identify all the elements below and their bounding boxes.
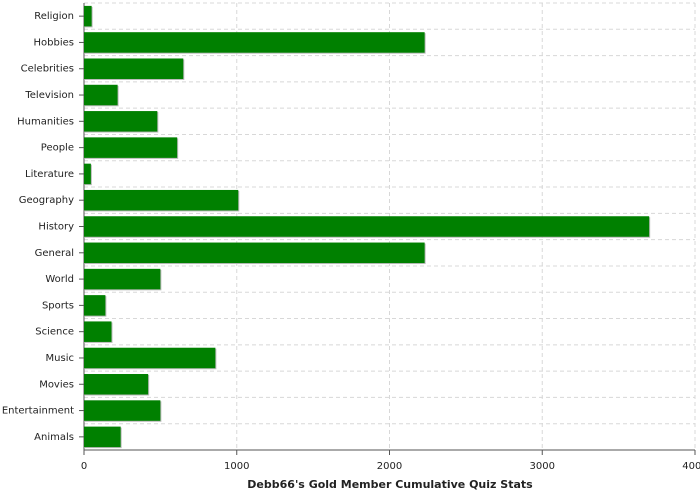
x-tick-label: 1000: [224, 461, 249, 472]
bar: [84, 111, 158, 132]
bar: [84, 189, 239, 211]
bar: [84, 268, 161, 290]
bar: [84, 137, 178, 158]
y-tick-label: Religion: [34, 11, 74, 22]
y-tick-label: Literature: [25, 169, 74, 180]
y-tick-label: General: [35, 248, 74, 259]
x-tick-label: 0: [81, 461, 87, 472]
bar: [84, 216, 650, 237]
y-tick-label: People: [41, 143, 74, 154]
y-tick-label: World: [45, 274, 74, 285]
y-tick-label: Celebrities: [21, 64, 74, 75]
bar: [84, 374, 149, 395]
bar: [84, 32, 425, 53]
x-axis-title: Debb66's Gold Member Cumulative Quiz Sta…: [247, 478, 533, 491]
y-tick-label: Science: [35, 327, 74, 338]
y-tick-label: Movies: [39, 379, 74, 390]
y-tick-label: Geography: [19, 195, 74, 206]
y-tick-label: Hobbies: [34, 37, 74, 48]
y-tick-label: Humanities: [17, 116, 74, 127]
x-tick-label: 2000: [377, 461, 402, 472]
bar: [84, 163, 91, 185]
bar: [84, 347, 216, 369]
bar: [84, 426, 121, 448]
bar: [84, 84, 118, 106]
y-tick-label: Television: [24, 90, 74, 101]
bar: [84, 295, 106, 316]
y-tick-label: Sports: [42, 300, 74, 311]
bar: [84, 242, 425, 264]
y-tick-label: Entertainment: [2, 406, 74, 417]
bar: [84, 400, 161, 421]
y-tick-label: Animals: [34, 432, 74, 443]
x-tick-label: 3000: [530, 461, 555, 472]
bar: [84, 5, 92, 27]
bar: [84, 58, 184, 79]
y-tick-label: History: [38, 222, 74, 233]
y-tick-label: Music: [46, 353, 74, 364]
bar: [84, 321, 112, 342]
x-tick-label: 4000: [682, 461, 700, 472]
